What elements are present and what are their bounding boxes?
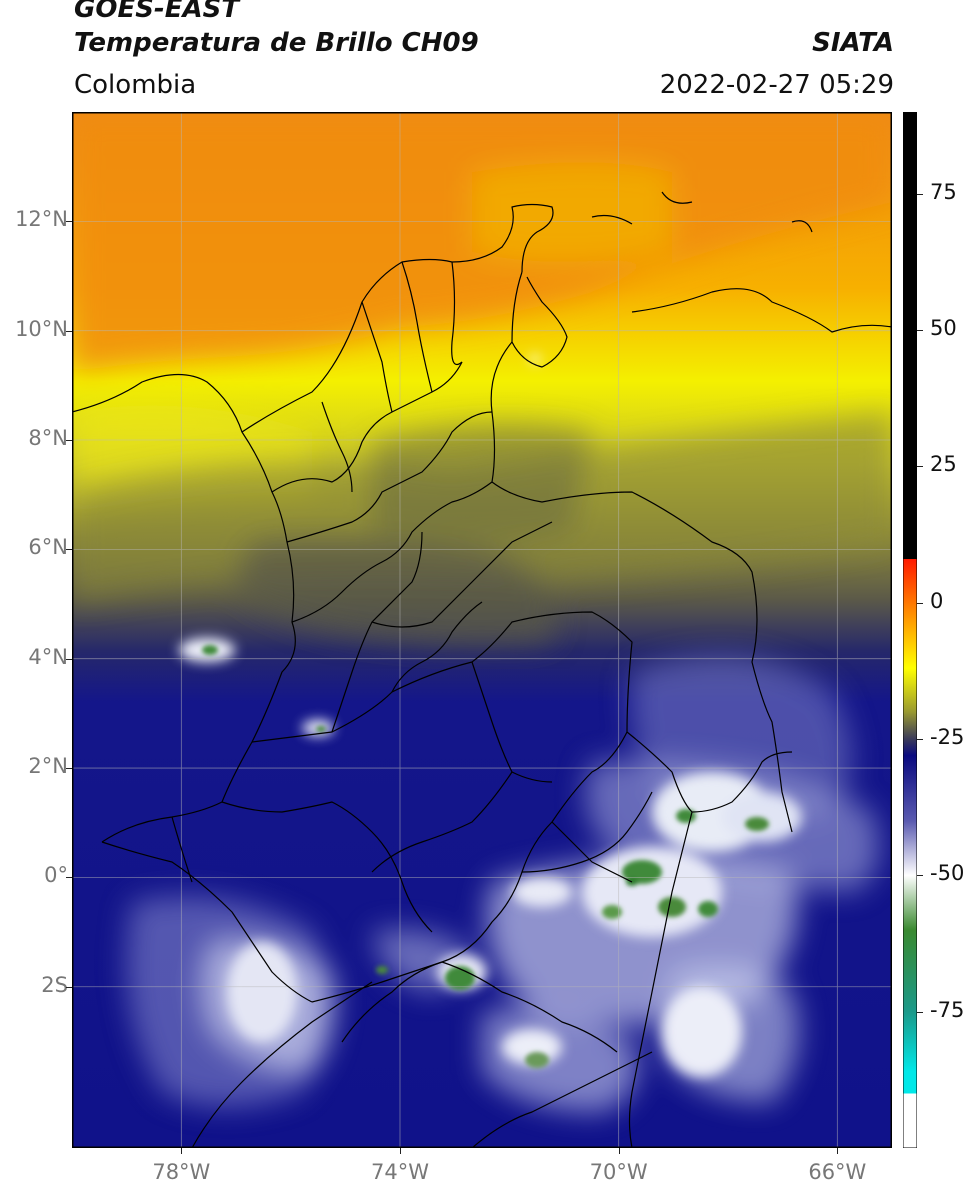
longitude-tick-label: 66°W <box>808 1160 867 1184</box>
satellite-title: GOES-EAST <box>74 0 240 24</box>
colorbar-tick-mark <box>917 602 923 604</box>
colorbar-tick-mark <box>917 875 923 877</box>
colorbar-tick-label: 25 <box>930 452 957 477</box>
latitude-tick-label: 2S <box>41 972 68 997</box>
longitude-tick-label: 70°W <box>589 1160 648 1184</box>
latitude-tick-label: 8°N <box>28 426 68 451</box>
latitude-tick-mark <box>66 877 72 879</box>
country-and-department-borders <box>72 191 892 1148</box>
colorbar-tick-label: -75 <box>930 997 965 1022</box>
product-title: Temperatura de Brillo CH09 <box>74 28 479 58</box>
colorbar-tick-label: 50 <box>930 316 957 341</box>
longitude-tick-mark <box>618 1148 620 1154</box>
latitude-tick-mark <box>66 549 72 551</box>
latitude-tick-mark <box>66 658 72 660</box>
latitude-tick-label: 12°N <box>15 207 68 232</box>
colorbar-tick-label: 0 <box>930 588 944 613</box>
warm-cloud-free-area <box>72 112 892 512</box>
longitude-tick-label: 78°W <box>152 1160 211 1184</box>
datetime-label: 2022-02-27 05:29 <box>659 70 894 100</box>
colorbar-tick-mark <box>917 739 923 741</box>
colorbar-tick-label: -25 <box>930 725 965 750</box>
longitude-tick-mark <box>181 1148 183 1154</box>
map-frame <box>72 112 892 1148</box>
colorbar-tick-mark <box>917 330 923 332</box>
latitude-tick-label: 4°N <box>28 644 68 669</box>
brightness-temperature-field <box>72 112 892 1148</box>
colorbar-tick-mark <box>917 1011 923 1013</box>
colorbar-tick-label: -50 <box>930 861 965 886</box>
agency-label: SIATA <box>812 28 894 58</box>
satellite-map[interactable] <box>72 112 892 1148</box>
latitude-tick-mark <box>66 986 72 988</box>
latitude-tick-label: 6°N <box>28 535 68 560</box>
latitude-tick-mark <box>66 768 72 770</box>
colorbar-gradient <box>902 111 918 1149</box>
region-label: Colombia <box>74 70 197 100</box>
olive-transition-area <box>72 412 892 646</box>
colorbar-tick-label: 75 <box>930 179 957 204</box>
longitude-tick-label: 74°W <box>371 1160 429 1184</box>
longitude-tick-mark <box>837 1148 839 1154</box>
latitude-tick-label: 10°N <box>15 316 68 341</box>
latitude-tick-mark <box>66 330 72 332</box>
temperature-colorbar <box>902 111 918 1149</box>
latitude-tick-mark <box>66 440 72 442</box>
colorbar-tick-mark <box>917 193 923 195</box>
latitude-tick-mark <box>66 221 72 223</box>
latitude-tick-label: 2°N <box>28 754 68 779</box>
latitude-tick-label: 0° <box>44 863 68 888</box>
longitude-tick-mark <box>400 1148 401 1154</box>
colorbar-tick-mark <box>917 466 923 468</box>
